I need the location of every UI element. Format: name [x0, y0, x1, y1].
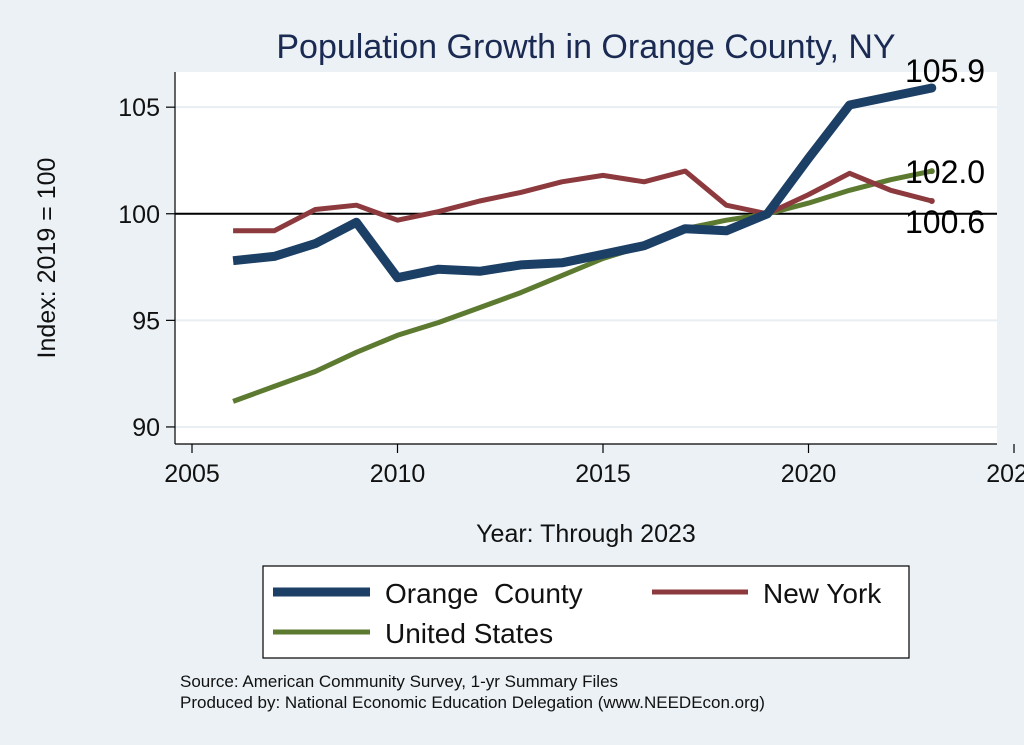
x-axis-ticks: 2005 2010 2015 2020 2025	[164, 444, 1024, 488]
legend: Orange County New York United States	[262, 565, 910, 659]
source-note: Source: American Community Survey, 1-yr …	[180, 672, 618, 691]
end-label-orange-county: 105.9	[905, 53, 985, 89]
x-tick-label-2005: 2005	[164, 460, 220, 488]
x-axis-title: Year: Through 2023	[476, 520, 696, 548]
x-tick-label-2015: 2015	[575, 460, 631, 488]
end-label-united-states: 102.0	[905, 154, 985, 190]
y-tick-label-95: 95	[132, 307, 160, 335]
series-line-united-states	[232, 168, 933, 404]
y-tick-label-100: 100	[118, 201, 160, 229]
end-point-united-states	[928, 168, 935, 175]
end-point-new-york	[928, 197, 935, 204]
legend-label-new-york: New York	[763, 578, 882, 609]
legend-label-orange-county: Orange County	[385, 578, 583, 609]
end-label-new-york: 100.6	[905, 204, 985, 240]
series-line-new-york	[233, 168, 933, 234]
y-axis-ticks: 90 95 100 105	[118, 94, 175, 442]
legend-box	[262, 565, 910, 659]
end-point-orange-county	[927, 83, 937, 93]
y-axis-title: Index: 2019 = 100	[33, 158, 61, 359]
producer-note: Produced by: National Economic Education…	[180, 693, 765, 712]
x-tick-label-2020: 2020	[781, 460, 837, 488]
chart-title: Population Growth in Orange County, NY	[276, 28, 895, 66]
y-tick-label-90: 90	[132, 414, 160, 442]
series-line-orange-county	[232, 83, 933, 283]
x-tick-label-2010: 2010	[370, 460, 426, 488]
x-tick-label-2025: 2025	[986, 460, 1024, 488]
series-points	[927, 83, 937, 204]
legend-label-united-states: United States	[385, 618, 553, 649]
y-tick-label-105: 105	[118, 94, 160, 122]
